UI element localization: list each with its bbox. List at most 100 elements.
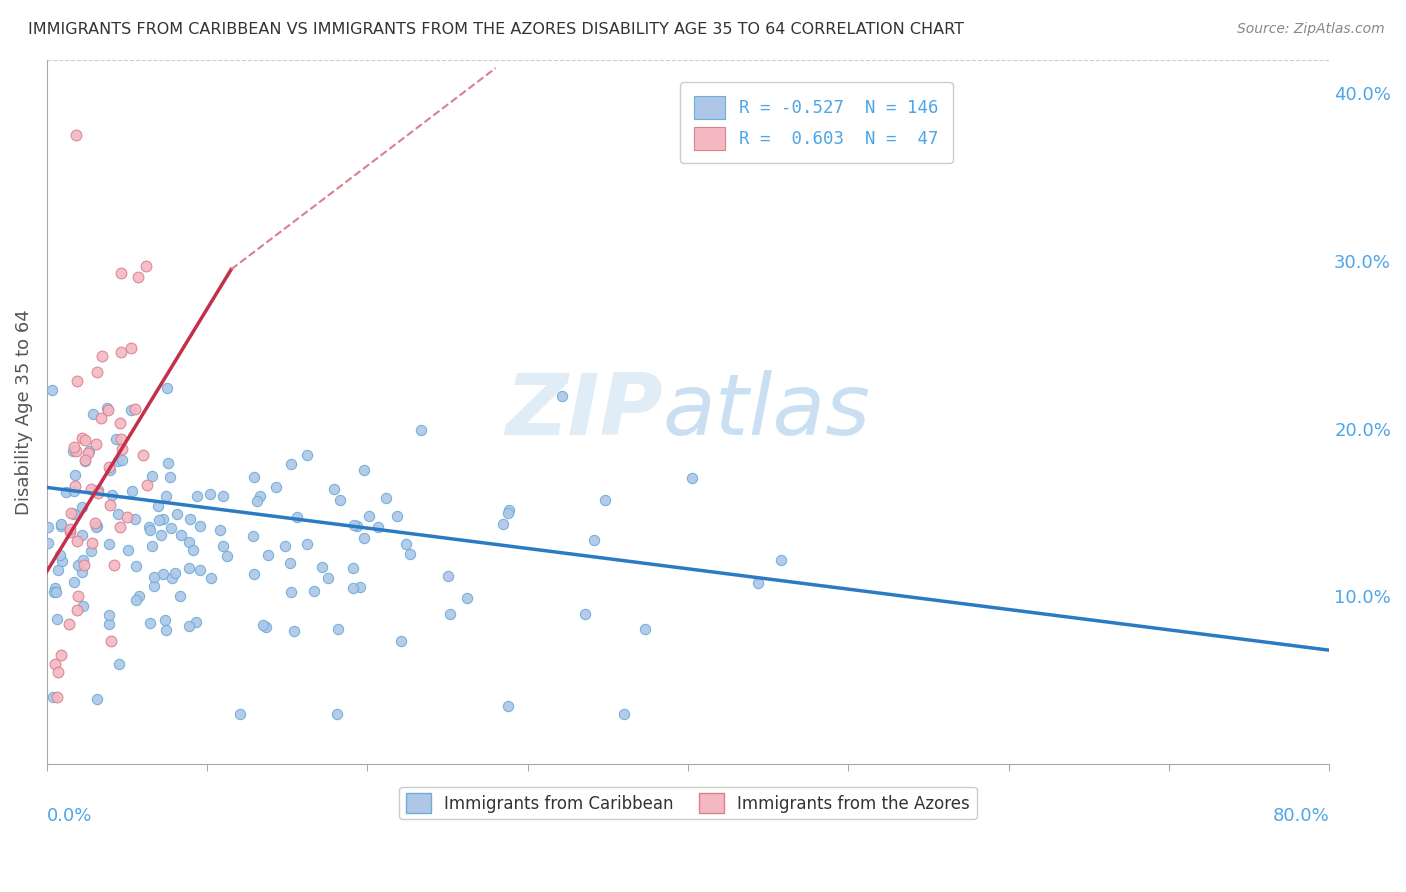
Point	[295, 536, 318, 550]
Text: IMMIGRANTS FROM CARIBBEAN VS IMMIGRANTS FROM THE AZORES DISABILITY AGE 35 TO 64 : IMMIGRANTS FROM CARIBBEAN VS IMMIGRANTS …	[28, 22, 965, 37]
Point	[110, 519, 132, 533]
Point	[359, 508, 381, 523]
Point	[163, 566, 186, 580]
Point	[155, 624, 177, 638]
Y-axis label: Disability Age 35 to 64: Disability Age 35 to 64	[15, 309, 32, 515]
Text: 80.0%: 80.0%	[1272, 806, 1329, 824]
Point	[77, 446, 100, 460]
Point	[82, 408, 104, 422]
Point	[90, 411, 112, 425]
Point	[42, 584, 65, 599]
Point	[246, 494, 269, 508]
Point	[152, 512, 174, 526]
Point	[58, 617, 80, 632]
Point	[177, 561, 200, 575]
Point	[212, 489, 235, 503]
Point	[283, 624, 305, 638]
Point	[264, 480, 287, 494]
Point	[65, 444, 87, 458]
Point	[63, 479, 86, 493]
Point	[439, 607, 461, 621]
Point	[498, 503, 520, 517]
Point	[139, 523, 162, 537]
Point	[142, 579, 165, 593]
Point	[66, 534, 89, 549]
Point	[143, 570, 166, 584]
Point	[157, 456, 180, 470]
Point	[97, 403, 120, 417]
Point	[179, 619, 201, 633]
Point	[44, 657, 66, 671]
Point	[342, 561, 364, 575]
Point	[63, 440, 86, 454]
Point	[59, 525, 82, 540]
Point	[100, 634, 122, 648]
Point	[97, 460, 120, 475]
Point	[152, 566, 174, 581]
Point	[120, 403, 142, 417]
Point	[184, 615, 207, 629]
Point	[395, 537, 418, 551]
Point	[138, 519, 160, 533]
Legend: Immigrants from Caribbean, Immigrants from the Azores: Immigrants from Caribbean, Immigrants fr…	[399, 787, 977, 820]
Point	[437, 569, 460, 583]
Point	[254, 620, 277, 634]
Point	[63, 507, 86, 521]
Point	[139, 616, 162, 631]
Point	[63, 483, 86, 498]
Point	[229, 706, 252, 721]
Point	[747, 575, 769, 590]
Point	[98, 498, 121, 512]
Point	[70, 500, 93, 514]
Point	[342, 582, 364, 596]
Point	[63, 574, 86, 589]
Point	[409, 423, 432, 437]
Point	[155, 381, 177, 395]
Point	[98, 608, 121, 623]
Point	[280, 585, 302, 599]
Point	[188, 518, 211, 533]
Point	[124, 401, 146, 416]
Point	[141, 539, 163, 553]
Point	[159, 470, 181, 484]
Point	[97, 537, 120, 551]
Point	[302, 584, 325, 599]
Point	[66, 374, 89, 388]
Point	[593, 492, 616, 507]
Point	[110, 344, 132, 359]
Point	[84, 520, 107, 534]
Point	[87, 486, 110, 500]
Point	[242, 529, 264, 543]
Point	[80, 544, 103, 558]
Point	[398, 547, 420, 561]
Point	[46, 665, 69, 679]
Point	[353, 531, 375, 545]
Point	[389, 633, 412, 648]
Point	[280, 458, 302, 472]
Point	[104, 432, 127, 446]
Point	[128, 589, 150, 603]
Text: atlas: atlas	[662, 370, 870, 453]
Point	[125, 559, 148, 574]
Point	[121, 483, 143, 498]
Point	[132, 448, 155, 462]
Point	[101, 488, 124, 502]
Point	[496, 698, 519, 713]
Point	[582, 533, 605, 547]
Point	[342, 518, 364, 533]
Point	[55, 485, 77, 500]
Point	[46, 563, 69, 577]
Point	[59, 506, 82, 520]
Point	[681, 471, 703, 485]
Point	[141, 468, 163, 483]
Point	[49, 548, 72, 562]
Point	[297, 448, 319, 462]
Point	[181, 542, 204, 557]
Point	[249, 489, 271, 503]
Point	[215, 549, 238, 564]
Point	[41, 383, 63, 397]
Point	[200, 487, 222, 501]
Point	[491, 517, 513, 532]
Point	[322, 482, 344, 496]
Point	[252, 617, 274, 632]
